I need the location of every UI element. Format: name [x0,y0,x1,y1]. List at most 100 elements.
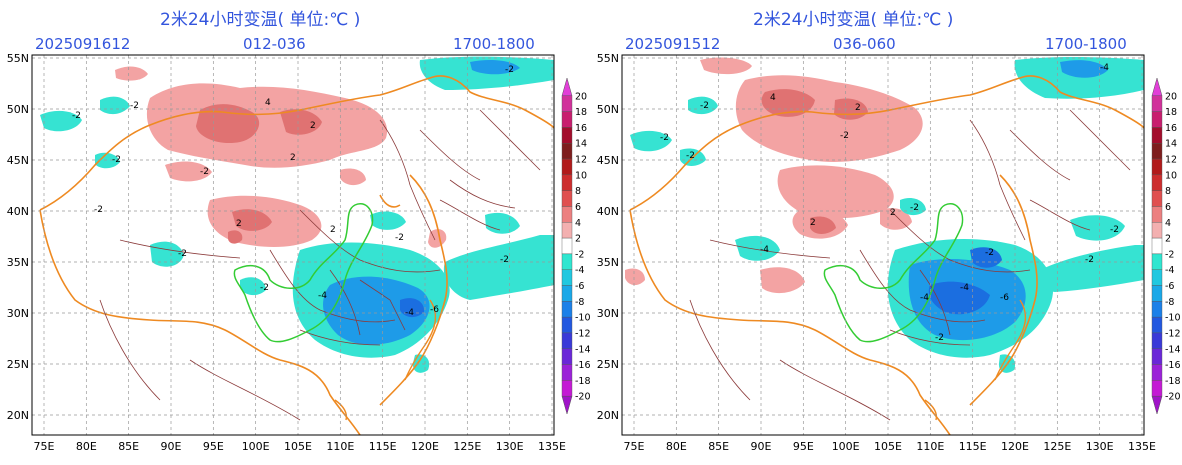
colorbar-label: -4 [1165,265,1174,276]
lon-tick-label: 90E [751,440,772,453]
colorbar-label: 16 [1165,123,1177,134]
contour-label: -2 [500,255,509,265]
lon-tick-label: 105E [874,440,902,453]
lon-tick-label: 75E [624,440,645,453]
colorbar-segment [1151,190,1163,207]
contour-label: -6 [430,305,439,315]
contour-label: 2 [890,208,896,218]
colorbar-segment [561,364,573,381]
panel-left-init-time: 2025091612 [35,35,130,53]
colorbar-label: -6 [575,281,584,292]
colorbar-label: -8 [575,297,584,308]
lat-tick-label: 50N [7,103,29,116]
lon-tick-label: 125E [453,440,481,453]
panel-left: 2米24小时变温( 单位:℃ ) 2025091612 012-036 1700… [7,10,566,453]
panel-right-forecast-range: 036-060 [833,35,896,53]
colorbar-segment [561,127,573,144]
panel-right-map: -2 -2 -2 -4 -4 -6 -4 -2 -2 -2 2 4 2 2 -2 -4 -2 -2 [622,55,1144,435]
colorbar-bottom-arrow [561,395,573,415]
panel-right-valid-hours: 1700-1800 [1045,35,1127,53]
panel-right-lon-ticks: 75E 80E 85E 90E 95E 100E 105E 110E 115E 120E 125E 1… [624,440,1156,453]
colorbar-segment [1151,380,1163,397]
colorbar-segment [561,348,573,365]
colorbar-segment [1151,222,1163,239]
contour-label: -2 [395,233,404,243]
lon-tick-label: 120E [1001,440,1029,453]
lat-tick-label: 55N [7,52,29,65]
colorbar-label: -2 [1165,249,1174,260]
colorbar-label: 6 [1165,202,1171,213]
colorbar-segment [1151,158,1163,176]
panel-right-borders [629,75,1144,435]
colorbar-label: -18 [575,376,591,387]
contour-label: -2 [840,131,849,141]
lon-tick-label: 85E [118,440,139,453]
lon-tick-label: 125E [1043,440,1071,453]
colorbar-segment [561,222,573,239]
panel-left-lat-ticks: 55N 50N 45N 40N 35N 30N 25N 20N [7,52,29,422]
lon-tick-label: 75E [34,440,55,453]
colorbar-label: 2 [1165,234,1171,245]
colorbar-segment [561,143,573,160]
contour-label: -6 [1000,293,1009,303]
lon-tick-label: 135E [538,440,566,453]
colorbar-segment [1151,301,1163,318]
panel-left-map: -2 -2 -2 -2 -2 -4 -6 -4 -2 -2 2 2 2 4 2 -2 -2 -2 [32,55,554,435]
colorbar-segment [1151,206,1163,223]
colorbar-label: -4 [575,265,584,276]
colorbar-segment [1151,174,1163,191]
colorbar-segment [1151,253,1163,270]
lon-tick-label: 110E [916,440,944,453]
colorbar-label: 14 [575,139,587,150]
panel-left-forecast-range: 012-036 [243,35,306,53]
colorbar-label: 20 [575,91,587,102]
lat-tick-label: 30N [7,307,29,320]
panel-left-contour-labels: -2 -2 -2 -2 -2 -4 -6 -4 -2 -2 2 2 2 4 2 -2 -2 -2 [72,65,514,318]
colorbar-label: 4 [575,218,581,229]
colorbar-label: -10 [575,313,591,324]
contour-label: -2 [260,283,269,293]
lon-tick-label: 90E [161,440,182,453]
colorbar-label: 18 [575,107,587,118]
contour-label: -4 [760,245,769,255]
lat-tick-label: 20N [7,409,29,422]
colorbar-label: 18 [1165,107,1177,118]
lon-tick-label: 80E [666,440,687,453]
lon-tick-label: 115E [369,440,397,453]
colorbar-label: -8 [1165,297,1174,308]
colorbar-segment [1151,143,1163,160]
colorbar-label: -12 [1165,328,1181,339]
lat-tick-label: 45N [7,154,29,167]
colorbar-label: 8 [1165,186,1171,197]
contour-label: -2 [178,249,187,259]
contour-label: 4 [265,98,271,108]
contour-label: -2 [505,65,514,75]
colorbar-segment [1151,237,1163,255]
lon-tick-label: 115E [959,440,987,453]
panel-left-grid [32,55,554,435]
colorbar-label: 10 [575,170,587,181]
contour-label: 2 [310,121,316,131]
colorbar-segment [1151,269,1163,286]
contour-label: -2 [985,248,994,258]
panel-left-borders [39,75,554,435]
contour-label: -4 [960,283,969,293]
contour-label: -2 [112,155,121,165]
lat-tick-label: 50N [597,103,619,116]
colorbar-segment [561,285,573,302]
colorbar-label: 14 [1165,139,1177,150]
lat-tick-label: 45N [597,154,619,167]
colorbar-segment [561,380,573,397]
panel-right-cold-areas [630,57,1144,373]
colorbar-label: 2 [575,234,581,245]
colorbar-segment [1151,111,1163,128]
colorbar-label: 16 [575,123,587,134]
contour-label: 2 [810,218,816,228]
colorbar-right: 20 18 16 14 12 10 8 6 4 2 -2 -4 -6 -8 -10 -12 -14 -16 -18 -… [1151,77,1181,415]
colorbar-label: -2 [575,249,584,260]
contour-label: -4 [405,308,414,318]
colorbar-label: 6 [575,202,581,213]
contour-label: -2 [660,133,669,143]
colorbar-segment [561,237,573,255]
